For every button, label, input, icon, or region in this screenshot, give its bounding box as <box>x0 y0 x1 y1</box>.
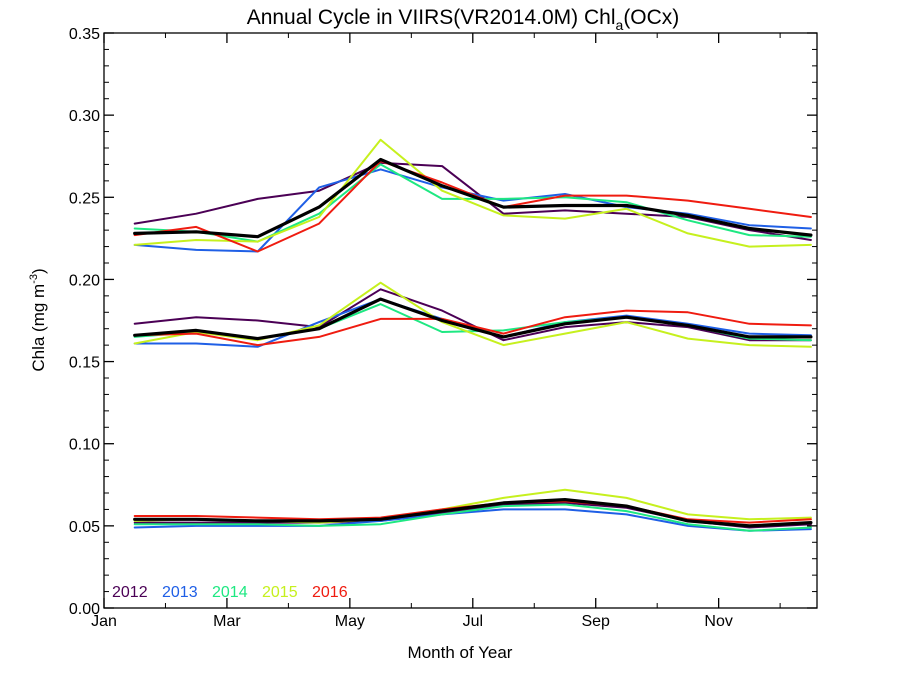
x-axis-title: Month of Year <box>408 643 513 662</box>
y-tick-label: 0.00 <box>69 601 100 618</box>
x-tick-label: Nov <box>704 613 732 630</box>
legend-entry-2015: 2015 <box>262 584 298 601</box>
x-tick-label: Jul <box>463 613 483 630</box>
chart-title-subscript: a <box>616 17 624 33</box>
y-tick-label: 0.10 <box>69 437 100 454</box>
legend-entry-2014: 2014 <box>212 584 248 601</box>
y-tick-label: 0.25 <box>69 190 100 207</box>
y-tick-label: 0.15 <box>69 355 100 372</box>
x-tick-label: May <box>335 613 365 630</box>
legend-entry-2016: 2016 <box>312 584 348 601</box>
y-axis-title-end: ) <box>29 268 48 274</box>
y-axis-title-main: Chla (mg m <box>29 284 48 372</box>
legend-entry-2013: 2013 <box>162 584 198 601</box>
y-axis-title-superscript: -3 <box>28 274 40 284</box>
y-tick-label: 0.20 <box>69 272 100 289</box>
y-axis-title: Chla (mg m-3) <box>28 268 48 371</box>
legend: 2012 2013 2014 2015 2016 <box>112 584 348 601</box>
chart-title-suffix: (OCx) <box>623 6 679 29</box>
chart-title-main: Annual Cycle in VIIRS(VR2014.0M) Chl <box>247 6 616 29</box>
y-tick-label: 0.30 <box>69 108 100 125</box>
legend-entry-2012: 2012 <box>112 584 148 601</box>
y-tick-label: 0.35 <box>69 26 100 43</box>
y-tick-label: 0.05 <box>69 519 100 536</box>
x-tick-label: Sep <box>581 613 610 630</box>
x-tick-label: Mar <box>213 613 241 630</box>
chart-title: Annual Cycle in VIIRS(VR2014.0M) Chla(OC… <box>247 6 680 33</box>
